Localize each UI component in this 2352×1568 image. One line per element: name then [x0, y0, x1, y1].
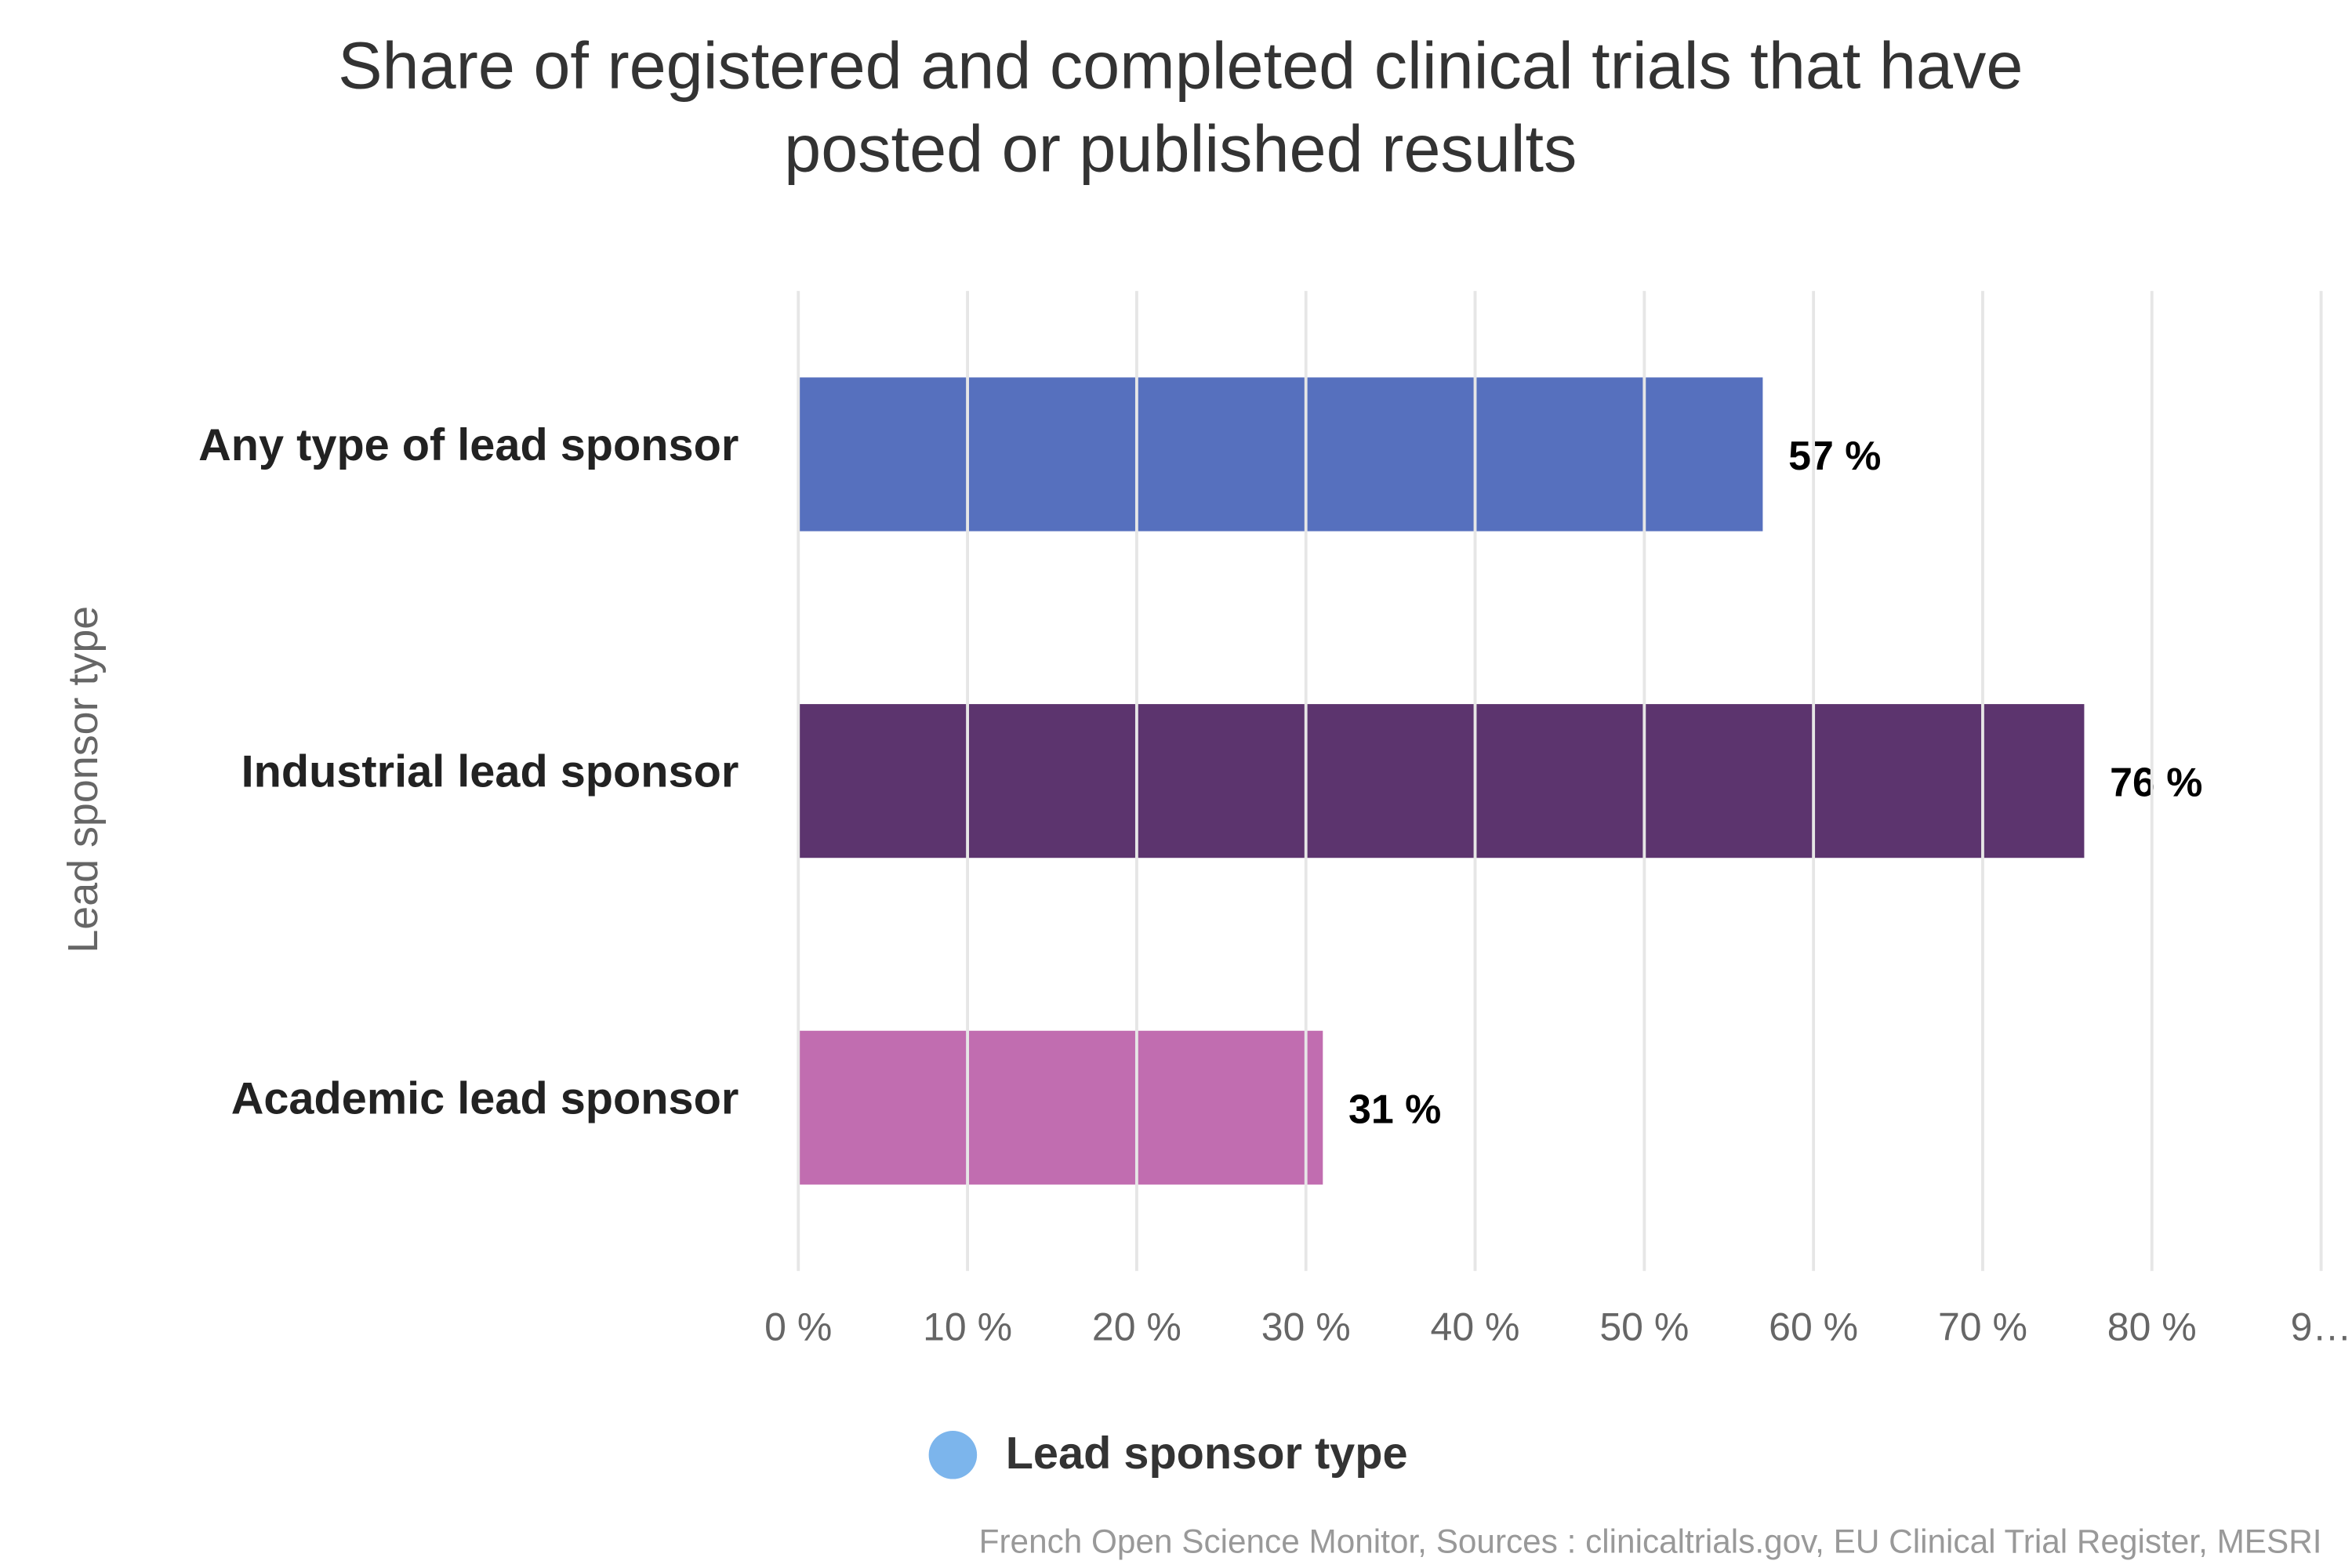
y-tick-label: Industrial lead sponsor — [241, 747, 739, 797]
bar — [798, 377, 1763, 532]
credits: French Open Science Monitor, Sources : c… — [979, 1523, 2322, 1559]
legend-label[interactable]: Lead sponsor type — [1006, 1428, 1408, 1479]
data-label: 57 % — [1788, 434, 1881, 479]
data-label: 76 % — [2110, 760, 2202, 806]
y-tick-label: Any type of lead sponsor — [198, 420, 739, 470]
data-label: 31 % — [1348, 1087, 1441, 1132]
bar — [798, 704, 2085, 858]
x-tick-label: 40 % — [1431, 1305, 1520, 1348]
y-axis-label: Lead sponsor type — [60, 606, 107, 953]
chart-title: Share of registered and completed clinic… — [338, 28, 2023, 103]
x-tick-label: 20 % — [1092, 1305, 1181, 1348]
y-tick-label: Academic lead sponsor — [231, 1073, 739, 1123]
chart-title: posted or published results — [784, 111, 1577, 185]
x-tick-label: 0 % — [764, 1305, 832, 1348]
x-tick-label: 50 % — [1599, 1305, 1689, 1348]
x-tick-label: 9… — [2291, 1305, 2352, 1348]
legend-marker — [928, 1431, 978, 1479]
x-tick-label: 70 % — [1938, 1305, 2027, 1348]
x-tick-label: 30 % — [1261, 1305, 1351, 1348]
bar — [798, 1030, 1323, 1185]
x-tick-label: 80 % — [2107, 1305, 2197, 1348]
x-tick-label: 60 % — [1769, 1305, 1858, 1348]
x-tick-label: 10 % — [923, 1305, 1012, 1348]
